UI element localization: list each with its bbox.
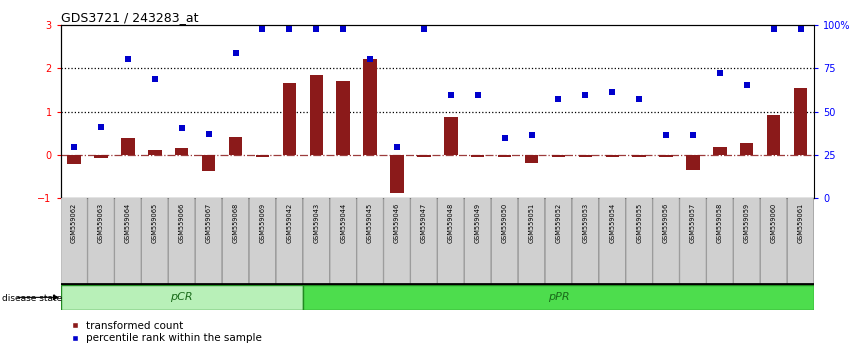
FancyBboxPatch shape	[330, 196, 356, 287]
Bar	[202, 155, 216, 171]
FancyBboxPatch shape	[760, 196, 787, 287]
Text: GSM559047: GSM559047	[421, 202, 427, 243]
FancyBboxPatch shape	[437, 196, 464, 287]
FancyBboxPatch shape	[142, 196, 168, 287]
FancyBboxPatch shape	[491, 196, 518, 287]
Text: GSM559049: GSM559049	[475, 202, 481, 243]
Text: GSM559044: GSM559044	[340, 202, 346, 243]
Text: GSM559054: GSM559054	[610, 202, 615, 243]
Bar	[68, 155, 81, 164]
FancyBboxPatch shape	[464, 196, 491, 287]
Bar	[686, 155, 700, 170]
FancyBboxPatch shape	[384, 196, 410, 287]
Text: GSM559051: GSM559051	[528, 202, 534, 243]
FancyBboxPatch shape	[196, 196, 222, 287]
Text: pCR: pCR	[171, 292, 193, 302]
FancyBboxPatch shape	[249, 196, 275, 287]
FancyBboxPatch shape	[546, 196, 572, 287]
Text: disease state: disease state	[2, 293, 62, 303]
Text: GSM559056: GSM559056	[663, 202, 669, 243]
Text: GSM559055: GSM559055	[637, 202, 642, 243]
Bar	[498, 155, 511, 158]
Bar	[740, 143, 753, 155]
Bar	[713, 147, 727, 155]
FancyBboxPatch shape	[787, 196, 814, 287]
Bar	[578, 155, 592, 157]
FancyBboxPatch shape	[653, 196, 679, 287]
Bar	[148, 150, 162, 155]
Bar	[444, 117, 457, 155]
FancyBboxPatch shape	[519, 196, 545, 287]
Bar	[121, 138, 134, 155]
Text: GSM559061: GSM559061	[798, 202, 804, 243]
Bar	[659, 155, 673, 158]
Text: GSM559043: GSM559043	[313, 202, 320, 243]
Bar	[282, 83, 296, 155]
Bar	[605, 155, 619, 157]
Bar	[255, 155, 269, 156]
Text: GSM559052: GSM559052	[555, 202, 561, 243]
Bar	[391, 155, 404, 193]
Bar	[61, 285, 303, 310]
Bar	[471, 155, 484, 157]
Text: GSM559064: GSM559064	[125, 202, 131, 243]
Text: GSM559059: GSM559059	[744, 202, 750, 243]
FancyBboxPatch shape	[276, 196, 302, 287]
Text: GSM559046: GSM559046	[394, 202, 400, 243]
FancyBboxPatch shape	[87, 196, 114, 287]
Bar	[417, 155, 430, 157]
Text: GSM559053: GSM559053	[582, 202, 588, 243]
Bar	[525, 155, 539, 163]
FancyBboxPatch shape	[599, 196, 625, 287]
Bar	[794, 88, 807, 155]
Text: GSM559060: GSM559060	[771, 202, 777, 243]
Bar	[336, 81, 350, 155]
Text: GSM559069: GSM559069	[260, 202, 265, 243]
FancyBboxPatch shape	[169, 196, 195, 287]
Bar	[767, 115, 780, 155]
Bar	[309, 75, 323, 155]
Text: GSM559067: GSM559067	[205, 202, 211, 243]
FancyBboxPatch shape	[680, 196, 706, 287]
Text: GSM559063: GSM559063	[98, 202, 104, 243]
Text: GSM559058: GSM559058	[717, 202, 723, 243]
FancyBboxPatch shape	[626, 196, 652, 287]
Text: GSM559066: GSM559066	[178, 202, 184, 243]
Legend: transformed count, percentile rank within the sample: transformed count, percentile rank withi…	[66, 317, 266, 348]
Text: GSM559042: GSM559042	[287, 202, 293, 243]
FancyBboxPatch shape	[410, 196, 437, 287]
FancyBboxPatch shape	[61, 196, 87, 287]
FancyBboxPatch shape	[303, 196, 329, 287]
Text: GSM559057: GSM559057	[690, 202, 696, 243]
Bar	[552, 155, 565, 157]
Text: GSM559062: GSM559062	[71, 202, 77, 243]
FancyBboxPatch shape	[734, 196, 760, 287]
Bar	[632, 155, 646, 157]
FancyBboxPatch shape	[223, 196, 249, 287]
FancyBboxPatch shape	[357, 196, 384, 287]
Bar	[94, 155, 107, 158]
Text: GSM559065: GSM559065	[152, 202, 158, 243]
Bar	[364, 59, 377, 155]
Text: GDS3721 / 243283_at: GDS3721 / 243283_at	[61, 11, 198, 24]
Text: GSM559068: GSM559068	[233, 202, 238, 243]
Bar	[229, 137, 242, 155]
Bar	[303, 285, 814, 310]
FancyBboxPatch shape	[114, 196, 141, 287]
Text: GSM559050: GSM559050	[501, 202, 507, 243]
Text: GSM559045: GSM559045	[367, 202, 373, 243]
FancyBboxPatch shape	[572, 196, 598, 287]
Text: pPR: pPR	[547, 292, 569, 302]
Text: GSM559048: GSM559048	[448, 202, 454, 243]
FancyBboxPatch shape	[707, 196, 733, 287]
Bar	[175, 148, 189, 155]
